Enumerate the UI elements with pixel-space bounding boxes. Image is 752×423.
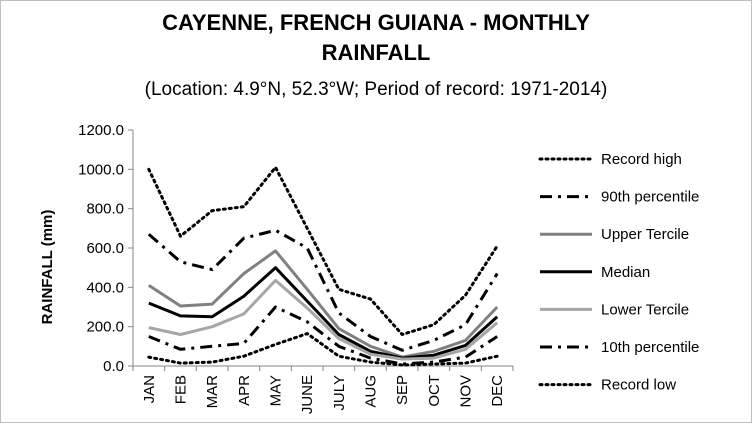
x-tick-label: MAY <box>268 375 285 406</box>
x-tick-label: OCT <box>426 375 443 407</box>
x-tick-label: NOV <box>458 375 475 408</box>
series-line-lower-tercile <box>148 278 499 361</box>
y-axis-label: RAINFALL (mm) <box>39 210 56 325</box>
series-line-upper-tercile <box>147 249 499 359</box>
y-tick-label: 200.0 <box>86 319 124 336</box>
y-tick-label: 1200.0 <box>78 122 124 139</box>
series-line-record-low <box>147 332 499 367</box>
legend-label-upper-tercile: Upper Tercile <box>601 226 689 243</box>
x-tick-label: SEP <box>394 375 411 405</box>
x-tick-label: JAN <box>141 375 158 403</box>
series-line-median <box>148 266 499 360</box>
chart-axes: 0.0 200.0 400.0 600.0 800.0 1000.0 1200.0 JAN FE… <box>78 122 514 414</box>
x-tick-label: AUG <box>363 375 380 408</box>
series-lines <box>147 165 499 367</box>
legend-label-90th-percentile: 90th percentile <box>601 189 699 206</box>
legend-label-median: Median <box>601 264 650 281</box>
chart-subtitle: (Location: 4.9°N, 52.3°W; Period of reco… <box>144 79 608 100</box>
series-line-10th-percentile <box>148 305 499 366</box>
y-tick-label: 0.0 <box>103 358 124 375</box>
chart-legend: Record high 90th percentile Upper Tercile M… <box>538 151 699 394</box>
chart-title: CAYENNE, FRENCH GUIANA - MONTHLY RAINFAL… <box>0 8 752 68</box>
series-line-record-high <box>147 165 499 336</box>
y-tick-label: 600.0 <box>86 240 124 257</box>
x-tick-label: FEB <box>173 375 190 404</box>
x-tick-label: DEC <box>489 375 506 407</box>
chart-title-line-2: RAINFALL <box>321 40 431 65</box>
x-tick-label: MAR <box>204 375 221 409</box>
x-tick-label: APR <box>236 375 253 406</box>
y-tick-label: 800.0 <box>86 201 124 218</box>
y-tick-label: 1000.0 <box>78 161 124 178</box>
legend-label-10th-percentile: 10th percentile <box>601 339 699 356</box>
legend-label-record-high: Record high <box>601 151 682 168</box>
legend-label-lower-tercile: Lower Tercile <box>601 301 689 318</box>
x-tick-label: JULY <box>331 375 348 411</box>
x-tick-label: JUNE <box>299 375 316 414</box>
chart-title-line-1: CAYENNE, FRENCH GUIANA - MONTHLY <box>162 10 590 35</box>
series-line-90th-percentile <box>147 228 499 352</box>
legend-label-record-low: Record low <box>601 377 676 394</box>
y-tick-label: 400.0 <box>86 279 124 296</box>
